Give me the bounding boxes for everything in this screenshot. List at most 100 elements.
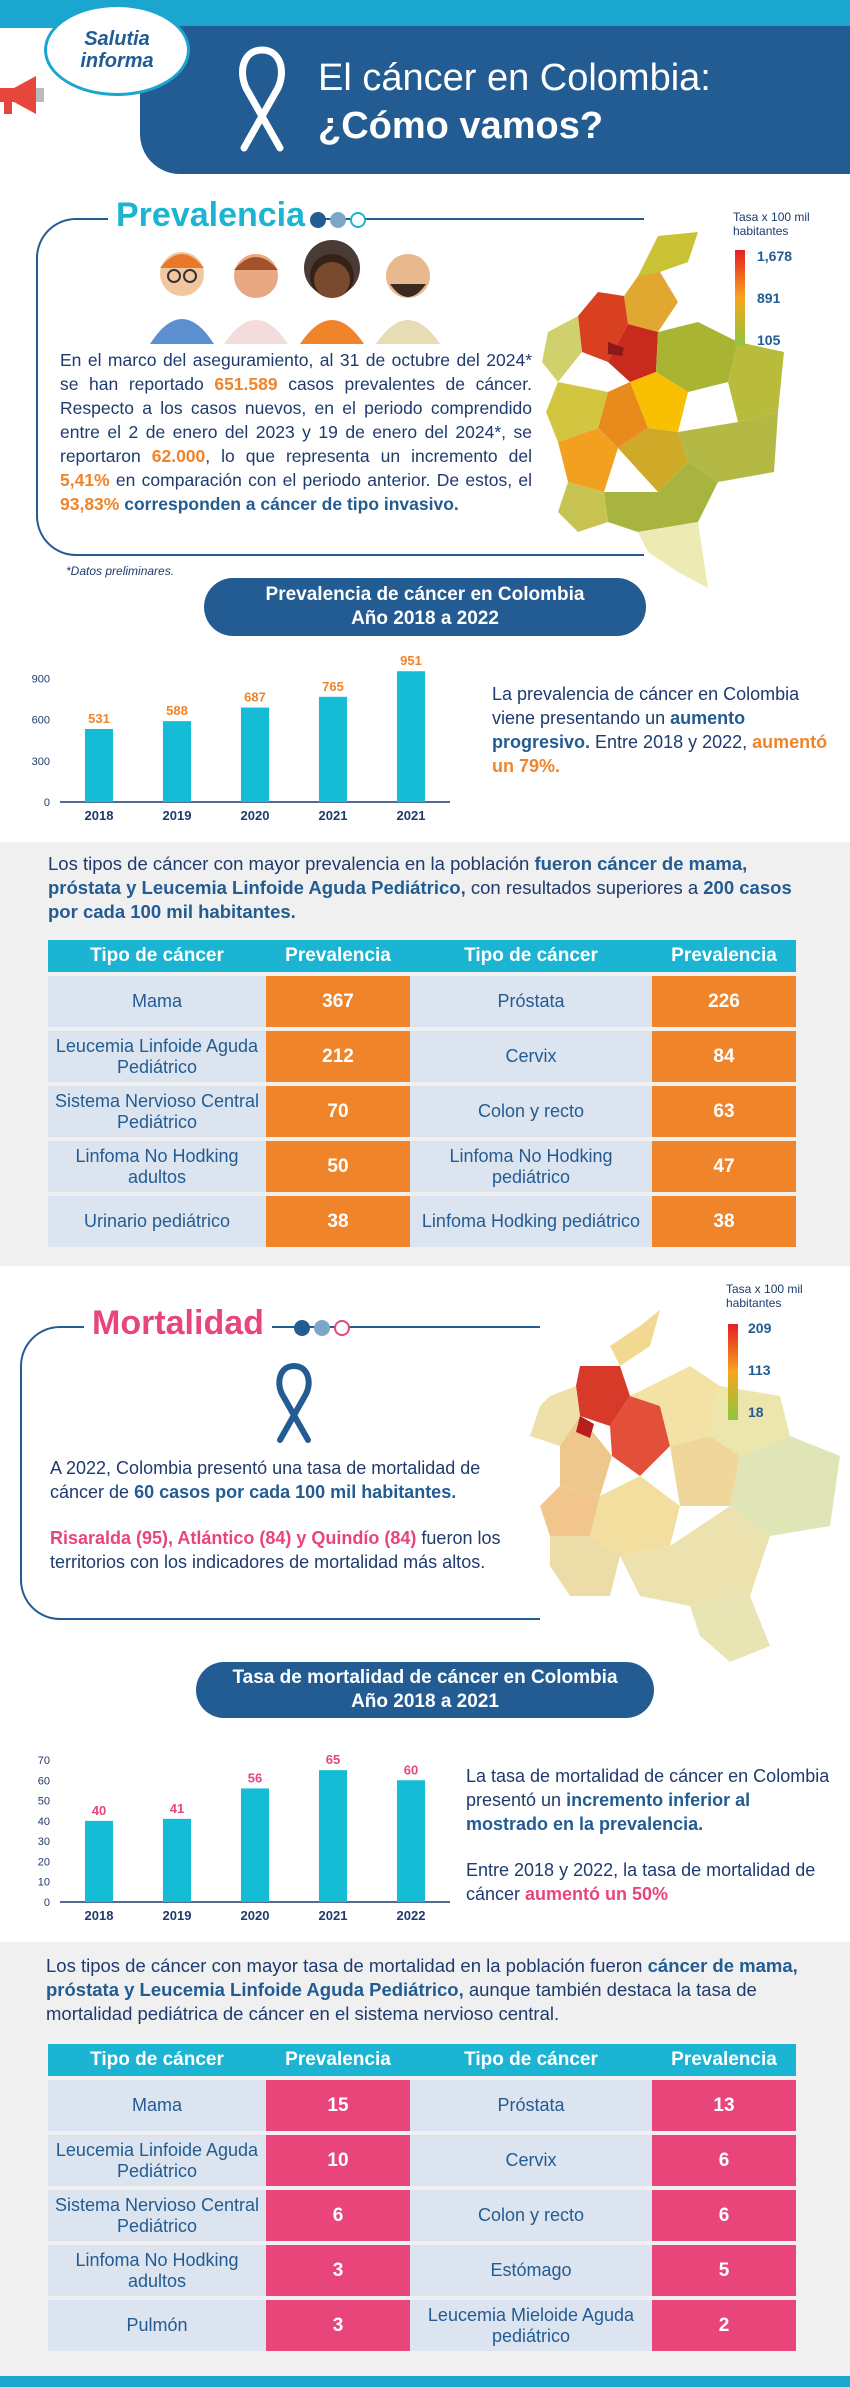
cancer-type-cell: Colon y recto bbox=[410, 2190, 652, 2241]
mort-text-1: A 2022, Colombia presentó una tasa de mo… bbox=[50, 1458, 481, 1502]
x-tick-label: 2021 bbox=[397, 808, 426, 823]
prev-text-1: En el marco del aseguramiento, al 31 de … bbox=[60, 350, 532, 394]
data-label: 56 bbox=[248, 1770, 262, 1785]
mort-types-intro-2: aunque también destaca la tasa de mortal… bbox=[46, 1979, 757, 2024]
table-row: Urinario pediátrico 38 Linfoma Hodking ped… bbox=[48, 1196, 796, 1247]
x-tick-label: 2021 bbox=[319, 1908, 348, 1923]
cancer-type-cell: Leucemia Mieloide Aguda pediátrico bbox=[410, 2300, 652, 2351]
cancer-type-cell: Urinario pediátrico bbox=[48, 1196, 266, 1247]
x-tick-label: 2020 bbox=[241, 1908, 270, 1923]
prev-chart-note: La prevalencia de cáncer en Colombia vie… bbox=[492, 682, 832, 778]
cancer-type-cell: Leucemia Linfoide Aguda Pediátrico bbox=[48, 1031, 266, 1082]
title-line-1: El cáncer en Colombia: bbox=[318, 57, 711, 99]
mort-text-bold: 60 casos por cada 100 mil habitantes. bbox=[134, 1482, 457, 1502]
mort-legend-gradient bbox=[728, 1324, 738, 1420]
col-header: Prevalencia bbox=[652, 940, 796, 972]
col-header: Tipo de cáncer bbox=[410, 2044, 652, 2076]
rate-cell: 70 bbox=[266, 1086, 410, 1137]
col-header: Prevalencia bbox=[652, 2044, 796, 2076]
mort-note-bold: incremento inferior al mostrado en la pr… bbox=[466, 1790, 751, 1834]
bar bbox=[84, 1820, 114, 1902]
table-row: Sistema Nervioso Central Pediátrico 70 Col… bbox=[48, 1086, 796, 1137]
footnote: *Datos preliminares. bbox=[66, 564, 175, 578]
x-tick-label: 2022 bbox=[397, 1908, 426, 1923]
y-tick-label: 0 bbox=[44, 1897, 50, 1909]
rate-cell: 226 bbox=[652, 976, 796, 1027]
prev-types-intro-2: con resultados superiores a bbox=[465, 877, 704, 898]
mort-chart-note-2: Entre 2018 y 2022, la tasa de mortalidad… bbox=[466, 1858, 836, 1906]
x-tick-label: 2020 bbox=[241, 808, 270, 823]
prev-num-cases: 651.589 bbox=[214, 374, 278, 394]
table-row: Leucemia Linfoide Aguda Pediátrico 212 Cer… bbox=[48, 1031, 796, 1082]
prev-text-4: en comparación con el periodo anterior. … bbox=[109, 470, 532, 490]
mort-chart-note: La tasa de mortalidad de cáncer en Colom… bbox=[466, 1764, 836, 1836]
mort-types-intro-bold: cáncer de mama, próstata y Leucemia Linf… bbox=[46, 1955, 798, 2000]
data-label: 65 bbox=[326, 1752, 340, 1767]
mortality-paragraph: A 2022, Colombia presentó una tasa de mo… bbox=[50, 1456, 520, 1504]
y-tick-label: 70 bbox=[38, 1755, 50, 1767]
mortality-title: Mortalidad bbox=[84, 1304, 272, 1343]
title-line-2: ¿Cómo vamos? bbox=[318, 105, 604, 147]
ribbon-icon bbox=[276, 1363, 312, 1443]
mortality-frame bbox=[20, 1326, 540, 1620]
badge-line-1: Salutia bbox=[84, 28, 150, 50]
data-label: 40 bbox=[92, 1803, 106, 1818]
prevalence-map bbox=[542, 232, 784, 588]
cancer-type-cell: Colon y recto bbox=[410, 1086, 652, 1137]
table-row: Sistema Nervioso Central Pediátrico 6 Colo… bbox=[48, 2190, 796, 2241]
table-row: Mama 15 Próstata 13 bbox=[48, 2080, 796, 2131]
data-label: 60 bbox=[404, 1762, 418, 1777]
y-tick-label: 60 bbox=[38, 1775, 50, 1787]
prev-legend-title-1: Tasa x 100 mil bbox=[733, 210, 810, 224]
bar bbox=[84, 728, 114, 802]
col-header: Prevalencia bbox=[266, 940, 410, 972]
bar bbox=[240, 1788, 270, 1902]
col-header: Prevalencia bbox=[266, 2044, 410, 2076]
data-label: 765 bbox=[322, 679, 344, 694]
rate-cell: 3 bbox=[266, 2300, 410, 2351]
rate-cell: 38 bbox=[266, 1196, 410, 1247]
cancer-type-cell: Sistema Nervioso Central Pediátrico bbox=[48, 2190, 266, 2241]
mort-legend-title-1: Tasa x 100 mil bbox=[726, 1282, 803, 1296]
table-row: Pulmón 3 Leucemia Mieloide Aguda pediátric… bbox=[48, 2300, 796, 2351]
table-row: Linfoma No Hodking adultos 50 Linfoma No H… bbox=[48, 1141, 796, 1192]
rate-cell: 47 bbox=[652, 1141, 796, 1192]
rate-cell: 10 bbox=[266, 2135, 410, 2186]
x-tick-label: 2019 bbox=[163, 1908, 192, 1923]
megaphone-icon bbox=[0, 76, 44, 114]
rate-cell: 13 bbox=[652, 2080, 796, 2131]
prev-chart-title: Prevalencia de cáncer en Colombia Año 20… bbox=[204, 578, 646, 636]
rate-cell: 2 bbox=[652, 2300, 796, 2351]
prev-legend-title-2: habitantes bbox=[733, 224, 789, 238]
rate-cell: 63 bbox=[652, 1086, 796, 1137]
y-tick-label: 30 bbox=[38, 1836, 50, 1848]
prev-text-invasive: corresponden a cáncer de tipo invasivo. bbox=[119, 494, 459, 514]
mortality-dots bbox=[294, 1320, 354, 1341]
mort-text-2: fueron los territorios con los indicador… bbox=[50, 1528, 501, 1572]
y-tick-label: 900 bbox=[32, 673, 50, 685]
prev-num-new: 62.000 bbox=[151, 446, 206, 466]
mort-note-2: Entre 2018 y 2022, la tasa de mortalidad… bbox=[466, 1860, 816, 1904]
cancer-type-cell: Cervix bbox=[410, 2135, 652, 2186]
cancer-type-cell: Mama bbox=[48, 2080, 266, 2131]
y-tick-label: 600 bbox=[32, 715, 50, 727]
table-row: Leucemia Linfoide Aguda Pediátrico 10 Cerv… bbox=[48, 2135, 796, 2186]
prev-note-1: La prevalencia de cáncer en Colombia vie… bbox=[492, 684, 800, 728]
col-header: Tipo de cáncer bbox=[48, 940, 266, 972]
cancer-type-cell: Estómago bbox=[410, 2245, 652, 2296]
prev-note-bold: aumento progresivo. bbox=[492, 708, 746, 752]
prevalence-dots bbox=[310, 212, 370, 233]
mortality-paragraph-2: Risaralda (95), Atlántico (84) y Quindío… bbox=[50, 1526, 520, 1574]
prev-note-2: Entre 2018 y 2022, bbox=[590, 732, 753, 752]
cancer-type-cell: Sistema Nervioso Central Pediátrico bbox=[48, 1086, 266, 1137]
prev-types-intro-1: Los tipos de cáncer con mayor prevalenci… bbox=[48, 853, 535, 874]
x-tick-label: 2019 bbox=[163, 808, 192, 823]
prev-num-invasive: 93,83% bbox=[60, 494, 120, 514]
mort-chart-title: Tasa de mortalidad de cáncer en Colombia… bbox=[196, 1662, 654, 1718]
data-label: 687 bbox=[244, 690, 266, 705]
y-tick-label: 50 bbox=[38, 1796, 50, 1808]
rate-cell: 5 bbox=[652, 2245, 796, 2296]
table-row: Mama 367 Próstata 226 bbox=[48, 976, 796, 1027]
prev-text-2: casos prevalentes de cáncer. Respecto a … bbox=[60, 374, 533, 466]
mort-chart-title-2: Año 2018 a 2021 bbox=[351, 1691, 499, 1712]
